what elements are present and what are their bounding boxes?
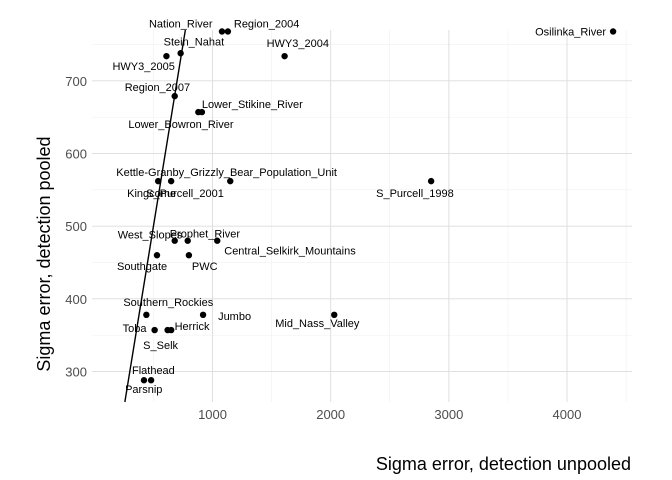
point-label: Flathead	[132, 365, 175, 377]
point-label: HWY3_2005	[112, 61, 174, 73]
point-label: Kettle-Granby_Grizzly_Bear_Population_Un…	[116, 167, 337, 179]
tick-labels: 1000 2000 3000 4000 300 400 500 600 700	[65, 74, 581, 422]
data-point	[167, 326, 175, 334]
y-axis-title: Sigma error, detection pooled	[34, 136, 54, 371]
data-point	[171, 237, 178, 244]
data-point	[154, 177, 162, 185]
point-label: Nation_River	[149, 18, 213, 30]
data-point	[140, 377, 148, 384]
x-tick-label: 4000	[553, 407, 582, 422]
point-label: Jumbo	[218, 311, 251, 323]
x-tick-label: 2000	[316, 407, 345, 422]
data-point	[147, 377, 155, 384]
point-label: S_Purcell_1998	[376, 188, 454, 200]
data-point	[609, 28, 617, 35]
y-tick-label: 400	[65, 292, 87, 307]
point-labels: Osilinka_River Nation_River Region_2004 Ste…	[112, 18, 606, 396]
data-point	[227, 177, 234, 185]
data-point	[167, 177, 175, 185]
x-axis-title: Sigma error, detection unpooled	[376, 454, 631, 474]
data-point	[218, 28, 226, 35]
data-point	[163, 52, 170, 60]
data-point	[331, 311, 338, 319]
data-point	[185, 252, 193, 259]
point-label: Osilinka_River	[535, 26, 606, 38]
point-label: Southern_Rockies	[123, 297, 213, 309]
data-point	[143, 311, 150, 319]
point-label: Central_Selkirk_Mountains	[224, 246, 356, 258]
point-label: PWC	[192, 261, 218, 273]
point-label: Lower_Bowron_River	[128, 119, 233, 131]
data-point	[195, 108, 202, 116]
point-label: HWY3_2004	[267, 38, 329, 50]
reference-line	[124, 29, 187, 403]
data-point	[151, 326, 158, 334]
point-label: Stein_Nahat	[164, 36, 225, 48]
data-point	[171, 92, 178, 100]
point-label: Lower_Stikine_River	[202, 99, 303, 111]
point-label: S_Selk	[143, 340, 178, 352]
x-tick-label: 1000	[198, 407, 227, 422]
data-point	[184, 237, 191, 244]
point-label: Prophet_River	[170, 229, 241, 241]
data-point	[214, 237, 221, 244]
data-point	[224, 28, 232, 35]
point-label: Region_2007	[125, 82, 190, 94]
point-label: Parsnip	[125, 384, 162, 396]
y-tick-label: 300	[65, 364, 87, 379]
y-tick-label: 600	[65, 147, 87, 162]
point-label: Herrick	[175, 321, 210, 333]
grid	[92, 30, 632, 402]
y-tick-label: 700	[65, 74, 87, 89]
data-point	[153, 252, 161, 259]
data-point	[427, 177, 435, 185]
reference-line-group	[124, 29, 187, 403]
point-label: Toba	[123, 323, 148, 335]
point-label: Southgate	[117, 261, 167, 273]
data-point	[199, 311, 207, 319]
point-label: Region_2004	[234, 18, 299, 30]
y-tick-label: 500	[65, 219, 87, 234]
point-label: Kingcome	[127, 188, 176, 200]
point-label: S_Purcell_2001	[146, 188, 224, 200]
point-label: Mid_Nass_Valley	[275, 318, 360, 330]
data-point	[281, 52, 288, 60]
data-points	[140, 28, 617, 384]
data-point	[177, 50, 184, 57]
x-tick-label: 3000	[434, 407, 463, 422]
point-label: West_Slopes	[118, 230, 183, 242]
